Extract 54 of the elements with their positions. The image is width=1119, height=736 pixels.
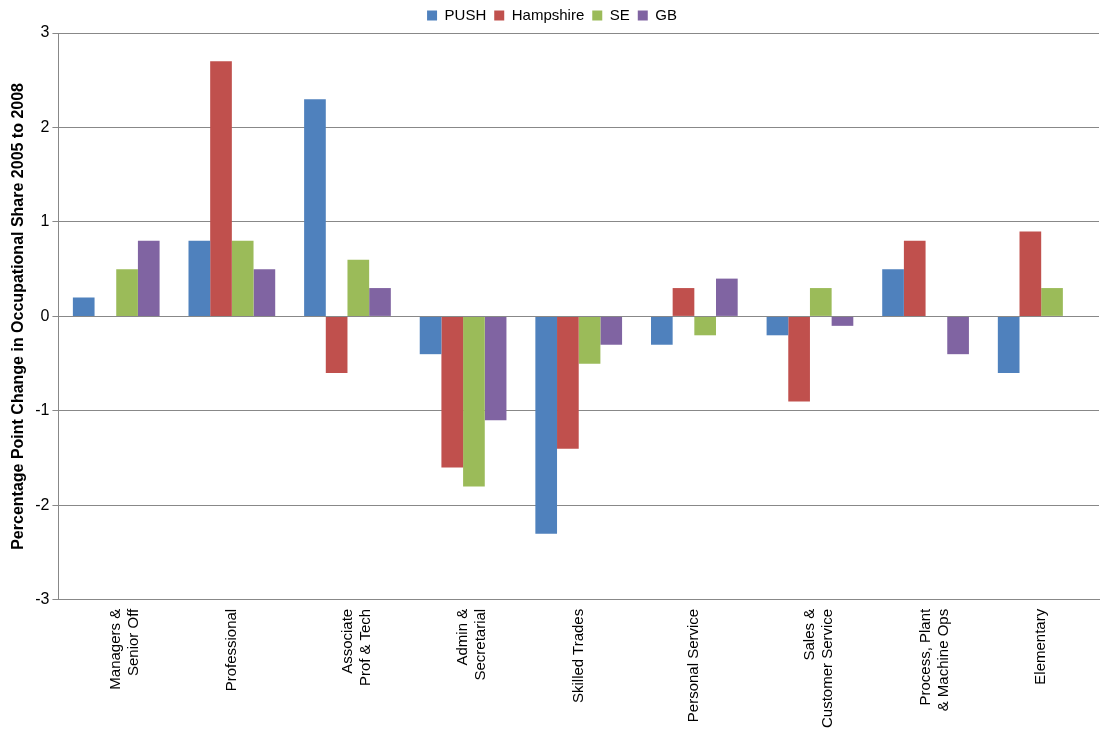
bar xyxy=(809,288,832,316)
y-axis-title: Percentage Point Change in Occupational Share 2005 to 2008 xyxy=(9,82,27,550)
bar xyxy=(535,316,558,534)
x-tick-label: Personal Service xyxy=(684,608,702,723)
bar xyxy=(369,288,391,316)
bar xyxy=(557,316,579,449)
x-tick-label: Managers & Senior Off xyxy=(106,607,142,690)
bar xyxy=(831,316,854,326)
bar xyxy=(304,99,326,316)
bar xyxy=(716,278,738,316)
x-tick-label: Admin & Secretarial xyxy=(453,608,489,681)
y-tick-label: 0 xyxy=(40,306,50,324)
legend-label: Hampshire xyxy=(511,5,585,23)
bar xyxy=(672,288,695,316)
legend-label: SE xyxy=(609,5,630,23)
bar xyxy=(600,316,623,345)
bar xyxy=(72,297,95,316)
x-tick-label: Skilled Trades xyxy=(568,608,586,704)
bar xyxy=(463,316,485,487)
bar xyxy=(137,240,160,316)
bar xyxy=(650,316,673,345)
x-tick-label: Sales & Customer Service xyxy=(800,608,836,728)
bar xyxy=(766,316,789,336)
bar xyxy=(347,259,370,316)
x-tick-label: Process, Plant & Machine Ops xyxy=(915,607,951,712)
y-tick-label: -2 xyxy=(35,495,50,513)
bar xyxy=(419,316,442,355)
bar xyxy=(1041,288,1063,316)
bar xyxy=(1019,231,1042,316)
bar xyxy=(947,316,969,355)
bar xyxy=(116,269,138,316)
bar xyxy=(578,316,601,364)
bar xyxy=(325,316,348,374)
x-tick-label: Professional xyxy=(222,608,239,692)
bar xyxy=(997,316,1020,374)
bar xyxy=(253,269,276,316)
y-tick-label: 3 xyxy=(40,23,50,41)
legend-label: GB xyxy=(655,5,677,23)
bar xyxy=(788,316,810,402)
bar xyxy=(694,316,717,336)
x-tick-label: Associate Prof & Tech xyxy=(337,608,373,687)
bar xyxy=(188,240,211,316)
y-tick-label: 2 xyxy=(40,117,50,135)
bar xyxy=(882,269,904,316)
y-tick-label: -3 xyxy=(35,590,50,608)
bar xyxy=(441,316,464,468)
y-tick-label: 1 xyxy=(40,212,50,230)
bar xyxy=(484,316,507,421)
bar xyxy=(903,240,926,316)
x-tick-label: Elementary xyxy=(1031,608,1049,685)
legend-label: PUSH xyxy=(444,5,487,23)
bar xyxy=(231,240,254,316)
y-tick-label: -1 xyxy=(35,401,50,419)
bar xyxy=(210,61,232,316)
